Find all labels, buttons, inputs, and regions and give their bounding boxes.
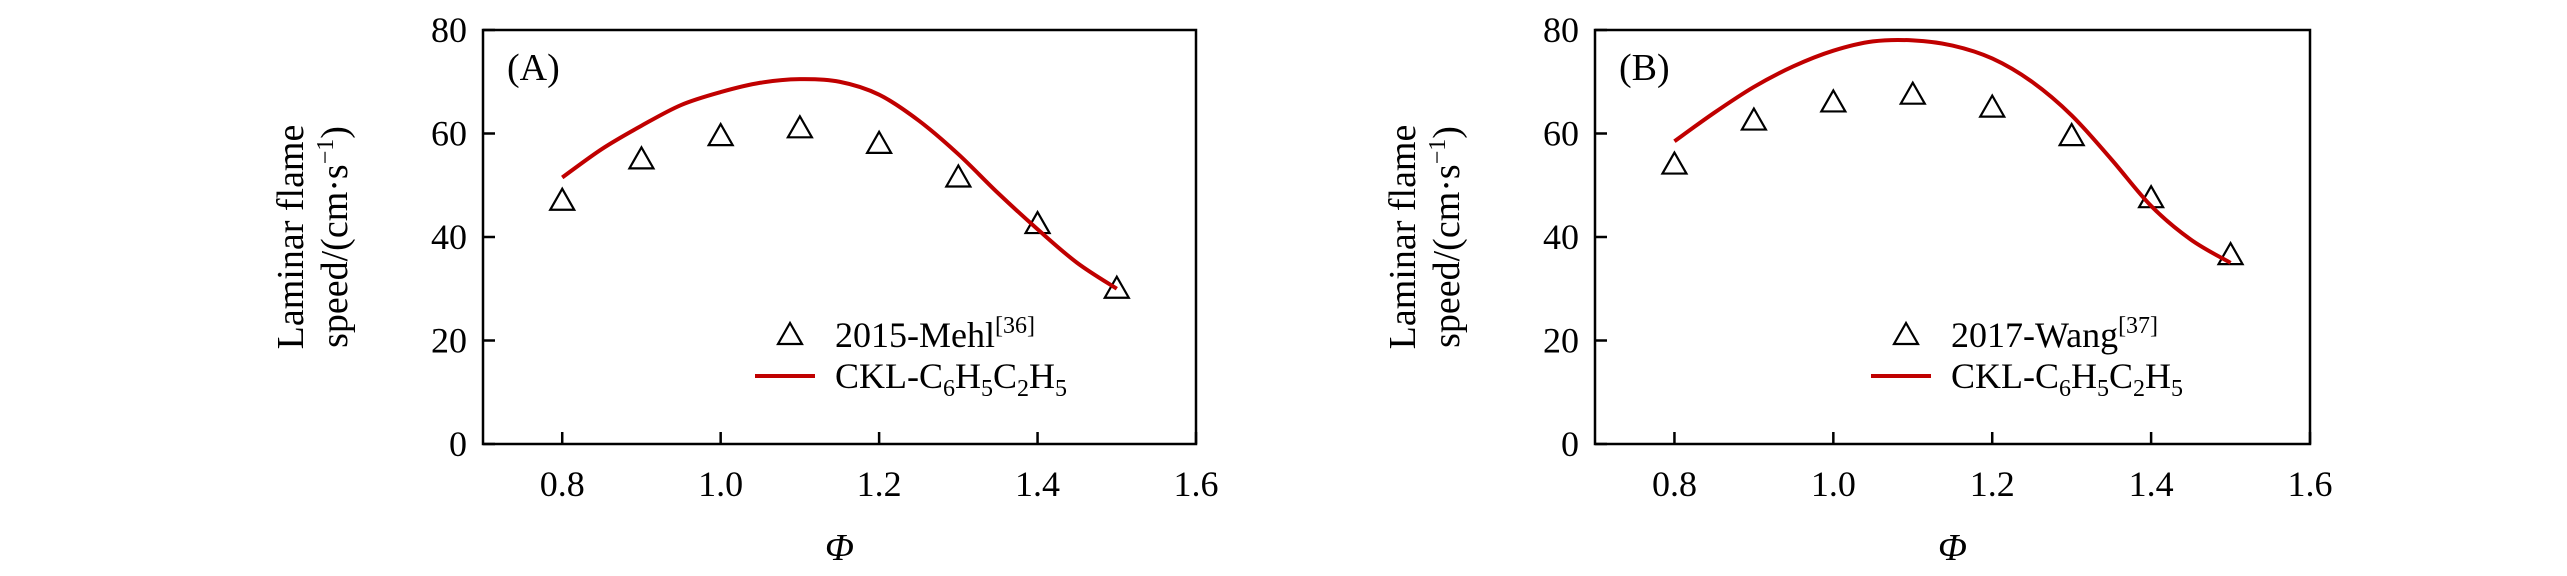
x-tick-label: 0.8 — [1652, 464, 1697, 504]
chart-panel-b: 0.8 1.0 1.2 1.4 1.6 0 20 40 60 80 Φ Laminar flame sp… — [1382, 10, 2333, 569]
legend-formula-text: C — [993, 356, 1017, 396]
data-point-triangle — [785, 114, 814, 139]
legend-entry-name: 2017-Wang — [1951, 315, 2118, 355]
legend-entry-model: CKL-C6H5C2H5 — [835, 356, 1067, 402]
y-axis-label-close: ) — [314, 126, 356, 139]
x-tick-label: 1.4 — [2129, 464, 2174, 504]
data-point-triangle — [1898, 80, 1927, 105]
legend-entry-experiment: 2015-Mehl[36] — [835, 313, 1035, 355]
x-tick-label: 1.2 — [1970, 464, 2015, 504]
chart-panel-a: 0.8 1.0 1.2 1.4 1.6 0 20 40 60 80 Φ Laminar flame sp… — [270, 10, 1219, 569]
y-axis-label-line1: Laminar flame — [1382, 125, 1424, 350]
legend-formula-text: CKL-C — [835, 356, 943, 396]
legend-entry-name: 2015-Mehl — [835, 315, 995, 355]
data-point-triangle — [865, 129, 894, 154]
legend-formula-text: H — [2145, 356, 2171, 396]
panel-label: (B) — [1619, 47, 1670, 89]
legend-formula-subscript: 2 — [1017, 376, 1029, 402]
series-line-ckl — [1673, 37, 2232, 265]
data-point-triangle — [2216, 240, 2245, 266]
data-point-triangle — [1819, 88, 1848, 113]
x-tick-label: 0.8 — [540, 464, 585, 504]
x-axis-label: Φ — [1938, 527, 1967, 569]
data-point-triangle — [1660, 150, 1689, 175]
panel-label: (A) — [507, 47, 560, 89]
data-point-triangle — [548, 186, 577, 211]
y-axis-label-line2: speed/(cm·s−1) — [313, 126, 356, 348]
y-tick-label: 0 — [1561, 424, 1579, 464]
y-tick-label: 20 — [1543, 321, 1579, 361]
y-axis-label-exponent: −1 — [313, 139, 339, 165]
data-point-triangle — [627, 145, 656, 170]
y-axis-label-unit: speed/(cm·s — [314, 164, 356, 348]
legend-formula-subscript: 6 — [943, 376, 955, 402]
legend-formula-subscript: 5 — [981, 376, 993, 402]
legend-marker-triangle — [776, 320, 804, 346]
x-tick-label: 1.0 — [1811, 464, 1856, 504]
y-tick-label: 20 — [431, 321, 467, 361]
y-tick-label: 0 — [449, 424, 467, 464]
y-tick-label: 80 — [1543, 10, 1579, 50]
y-axis-label-line1: Laminar flame — [270, 125, 312, 350]
x-tick-label: 1.6 — [1174, 464, 1219, 504]
legend-entry-reference: [36] — [995, 313, 1035, 339]
x-tick-label: 1.0 — [698, 464, 743, 504]
legend-marker-triangle — [1892, 320, 1920, 346]
data-point-triangle — [1978, 93, 2007, 118]
y-tick-label: 40 — [431, 217, 467, 257]
legend-formula-subscript: 6 — [2059, 376, 2071, 402]
legend-entry-reference: [37] — [2118, 313, 2158, 339]
legend-formula-text: CKL-C — [1951, 356, 2059, 396]
legend-formula-text: H — [2071, 356, 2097, 396]
x-tick-label: 1.6 — [2288, 464, 2333, 504]
y-axis-label-unit: speed/(cm·s — [1426, 164, 1468, 348]
y-tick-label: 80 — [431, 10, 467, 50]
legend-formula-subscript: 5 — [1055, 376, 1067, 402]
data-point-triangle — [1739, 106, 1768, 131]
series-line-ckl — [561, 77, 1118, 291]
y-tick-label: 60 — [431, 114, 467, 154]
legend-entry-model: CKL-C6H5C2H5 — [1951, 356, 2183, 402]
legend-formula-subscript: 5 — [2171, 376, 2183, 402]
x-axis-label: Φ — [825, 527, 854, 569]
y-axis-label-line2: speed/(cm·s−1) — [1425, 126, 1468, 348]
x-tick-label: 1.4 — [1015, 464, 1060, 504]
legend-formula-subscript: 5 — [2097, 376, 2109, 402]
legend: 2017-Wang[37]CKL-C6H5C2H5 — [1871, 313, 2183, 402]
y-axis-label-exponent: −1 — [1425, 139, 1451, 165]
y-axis-label-close: ) — [1426, 126, 1468, 139]
data-point-triangle — [944, 163, 973, 188]
data-point-triangle — [706, 121, 735, 147]
legend-entry-experiment: 2017-Wang[37] — [1951, 313, 2158, 355]
y-tick-label: 40 — [1543, 217, 1579, 257]
x-tick-label: 1.2 — [857, 464, 902, 504]
y-tick-label: 60 — [1543, 114, 1579, 154]
legend-formula-text: C — [2109, 356, 2133, 396]
legend-formula-text: H — [955, 356, 981, 396]
legend: 2015-Mehl[36]CKL-C6H5C2H5 — [755, 313, 1067, 402]
data-point-triangle — [2057, 121, 2086, 147]
legend-formula-text: H — [1029, 356, 1055, 396]
legend-formula-subscript: 2 — [2133, 376, 2145, 402]
